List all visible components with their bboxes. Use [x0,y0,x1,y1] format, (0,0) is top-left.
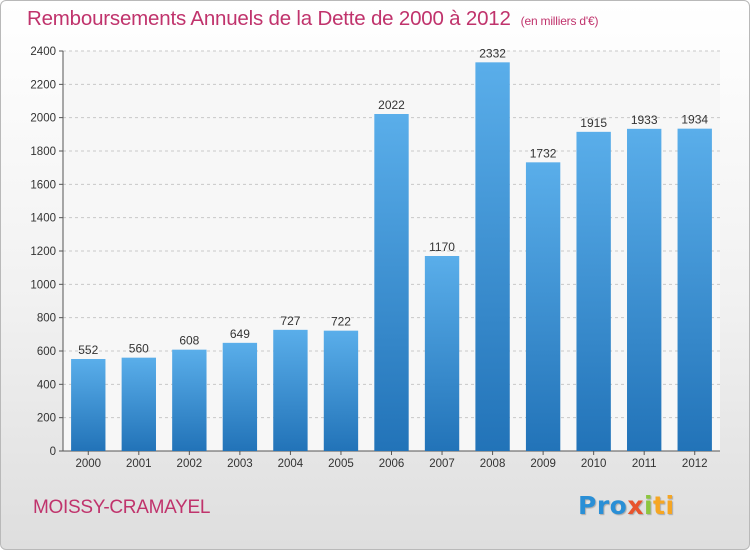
bar-2012 [677,128,712,451]
x-tick-label: 2004 [278,458,304,470]
x-tick-label: 2002 [177,458,203,470]
x-tick-label: 2003 [227,458,253,470]
bar-2003 [222,342,258,451]
bar-2002 [172,349,207,451]
logo-part-2: x [627,491,644,520]
bar-2010 [576,131,611,452]
x-tick-label: 2012 [682,458,708,470]
x-tick-label: 2008 [480,458,506,470]
y-tick-label: 1200 [30,246,56,258]
bar-2001 [121,357,156,451]
bar-2011 [627,128,662,451]
bar-2007 [424,256,460,451]
y-tick-label: 800 [37,313,56,325]
x-tick-label: 2011 [632,458,657,470]
data-label: 722 [331,315,351,329]
y-tick-label: 1600 [30,179,56,191]
x-tick-label: 2006 [379,458,405,470]
x-tick-label: 2005 [328,458,354,470]
data-label: 649 [230,327,250,341]
data-label: 1915 [580,116,607,130]
logo-part-4: ti [653,491,675,520]
x-tick-label: 2009 [530,458,556,470]
chart-title-text: Remboursements Annuels de la Dette de 20… [27,7,511,30]
data-label: 1934 [681,113,708,127]
y-tick-label: 1800 [30,146,56,158]
x-tick-label: 2010 [581,458,607,470]
data-label: 1170 [429,240,455,254]
bar-2005 [323,330,359,451]
x-tick-label: 2007 [429,458,455,470]
data-label: 2022 [378,98,405,112]
x-tick-label: 2000 [75,458,101,470]
data-label: 1933 [631,113,658,127]
y-tick-label: 200 [37,413,56,425]
commune-name: MOISSY-CRAMAYEL [33,497,211,518]
chart-unit: (en milliers d'€) [520,14,599,28]
bar-2000 [71,359,106,451]
y-tick-label: 1000 [30,279,56,291]
data-label: 608 [179,334,199,348]
data-label: 560 [129,342,149,356]
y-tick-label: 2400 [30,46,56,58]
bar-2006 [374,114,409,451]
data-label: 727 [280,314,300,328]
y-tick-label: 600 [37,346,56,358]
bar-2008 [475,62,510,451]
data-label: 1732 [530,146,557,160]
y-tick-label: 0 [50,446,56,458]
bar-2004 [273,329,308,451]
proxiti-logo: Proxiti [578,491,675,520]
logo-part-3: i [643,491,654,520]
bar-2009 [525,162,561,452]
y-tick-label: 2200 [30,79,56,91]
logo-part-1: Pro [578,491,628,520]
x-tick-label: 2001 [126,458,152,470]
y-tick-label: 2000 [30,113,56,125]
y-tick-label: 400 [37,379,56,391]
chart-title: Remboursements Annuels de la Dette de 20… [27,7,598,31]
y-tick-label: 1400 [30,213,56,225]
data-label: 2332 [479,46,506,60]
data-label: 552 [78,343,98,357]
